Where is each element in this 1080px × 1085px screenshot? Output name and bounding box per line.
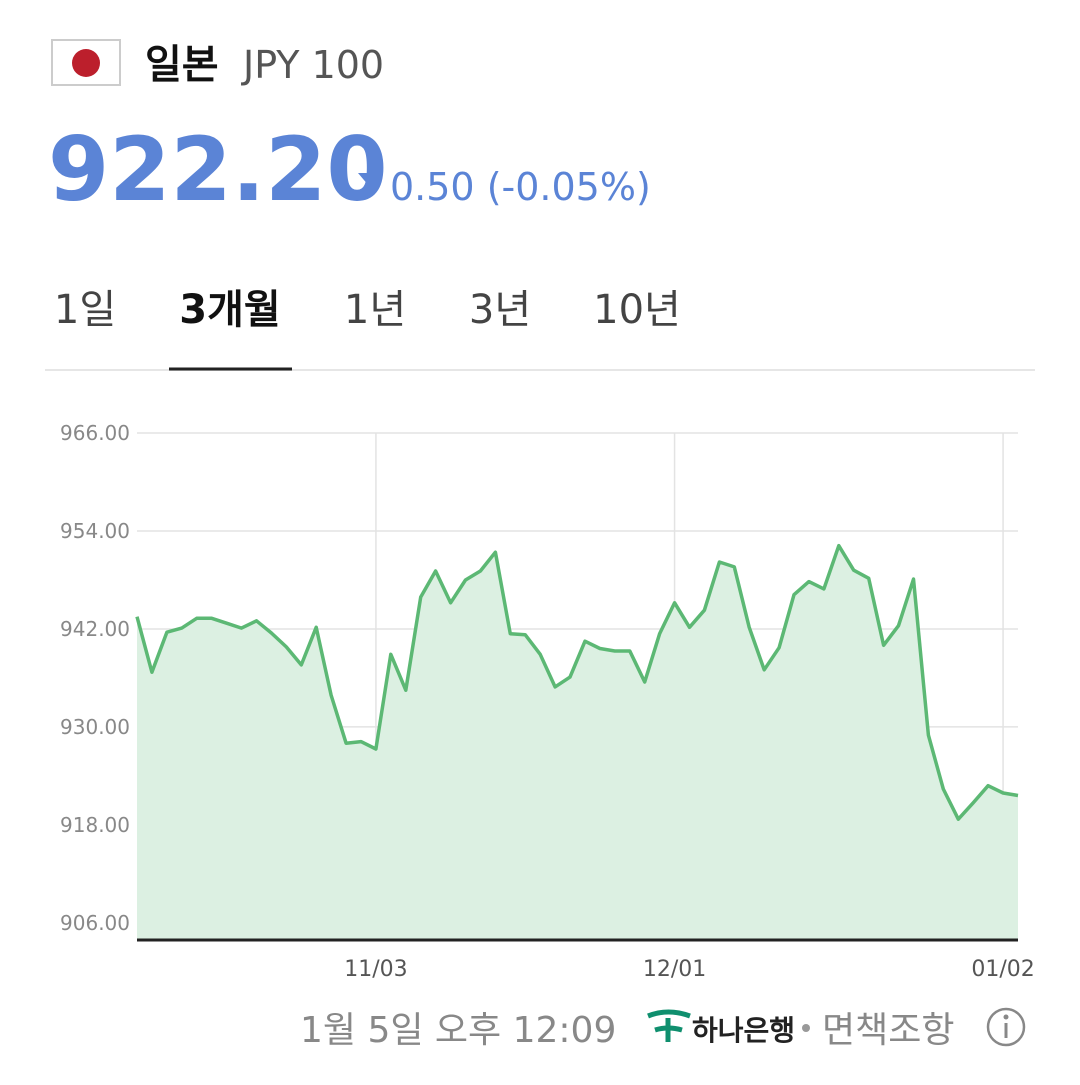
y-tick-label: 930.00	[60, 715, 130, 739]
bank-name: 하나은행	[692, 1014, 795, 1047]
disclaimer[interactable]: 면책조항	[822, 1010, 954, 1051]
bank-logo: 하나은행	[647, 1009, 795, 1047]
separator	[802, 1024, 810, 1032]
y-tick-label: 954.00	[60, 519, 130, 543]
tab[interactable]: 3년	[469, 287, 531, 333]
y-tick-label: 942.00	[60, 617, 130, 641]
currency-name: 일본	[145, 42, 219, 88]
y-tick-label: 918.00	[60, 813, 130, 837]
timestamp: 1월 5일 오후 12:09	[300, 1010, 616, 1051]
info-icon[interactable]	[986, 1007, 1026, 1047]
tab[interactable]: 10년	[593, 287, 681, 333]
currency-code: JPY 100	[241, 43, 384, 87]
tab[interactable]: 1일	[54, 287, 116, 333]
x-tick-label: 12/01	[643, 957, 706, 982]
info-dot	[1003, 1014, 1009, 1020]
y-tick-label: 906.00	[60, 911, 130, 935]
price-change: 0.50 (-0.05%)	[390, 165, 651, 209]
chart: 906.00 918.00 930.00 942.00 954.00 966.00 11/0…	[60, 421, 1035, 982]
tab[interactable]: 1년	[344, 287, 406, 333]
line	[135, 543, 1019, 821]
tabs: 1일 3개월 1년 3년 10년	[54, 287, 681, 371]
y-tick-label: 966.00	[60, 421, 130, 445]
area	[137, 545, 1018, 940]
logo-mark	[647, 1009, 691, 1042]
price: 922.20	[48, 118, 388, 221]
flag-sun	[72, 49, 100, 77]
x-tick-label: 11/03	[344, 957, 407, 982]
tab[interactable]: 3개월	[179, 287, 280, 333]
x-tick-label: 01/02	[971, 957, 1034, 982]
info-circle	[986, 1007, 1026, 1047]
down-arrow	[358, 173, 380, 186]
